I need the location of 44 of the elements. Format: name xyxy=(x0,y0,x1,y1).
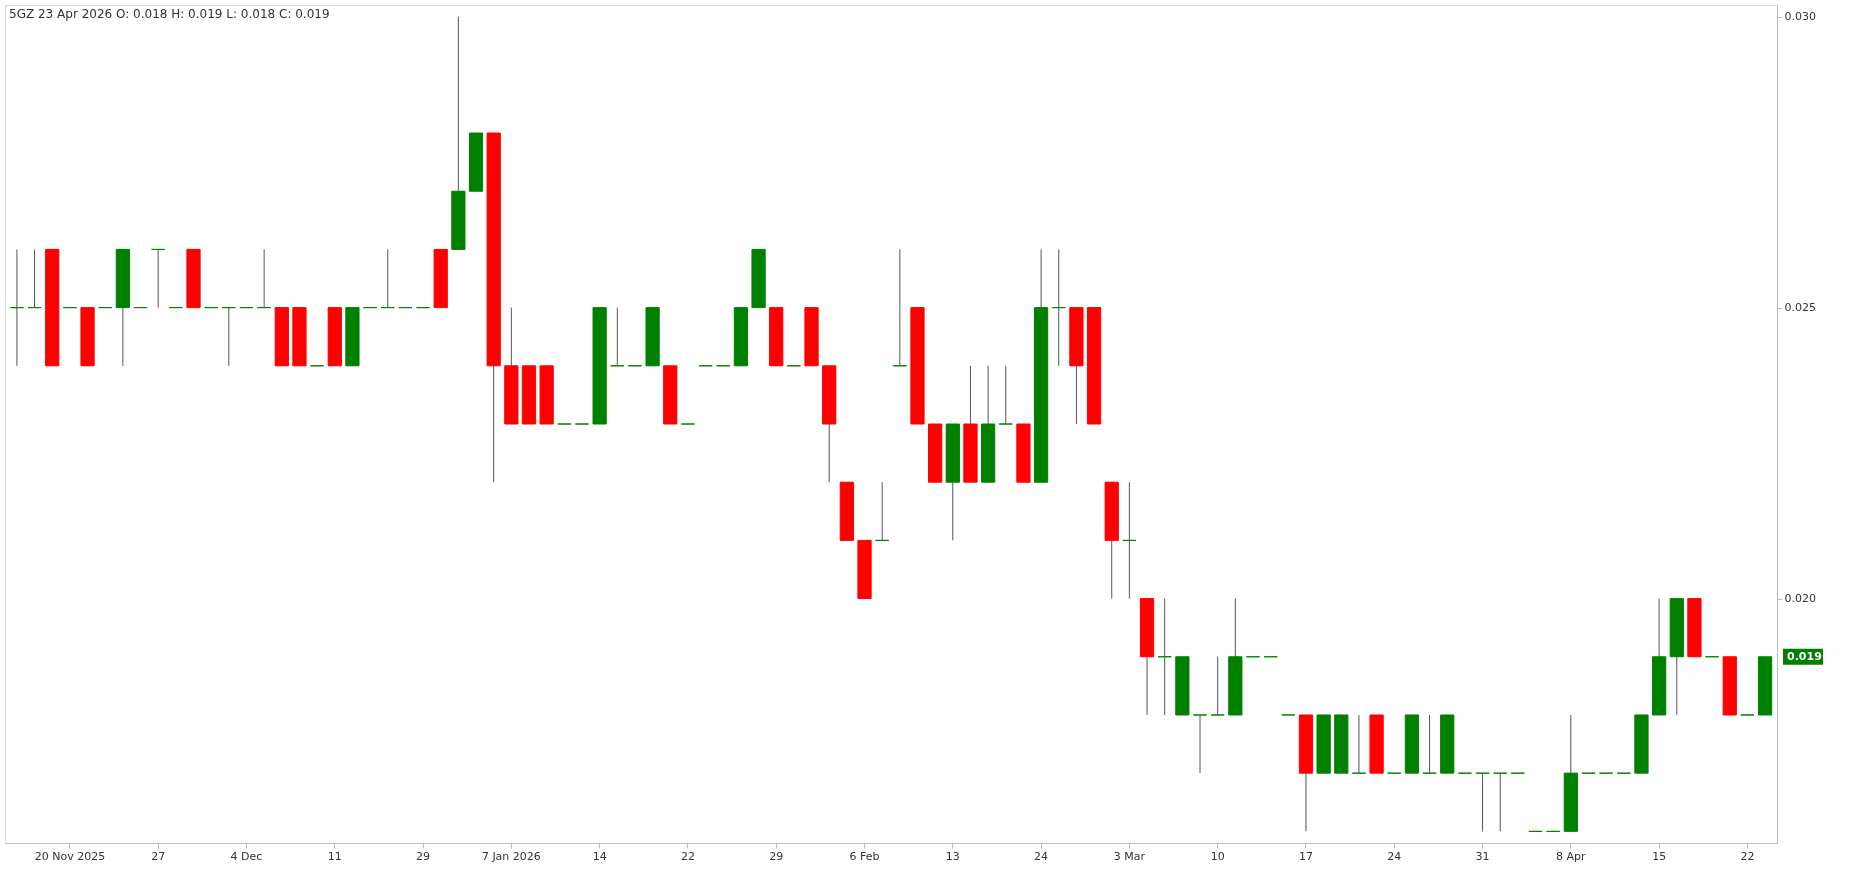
candlestick xyxy=(998,365,1013,425)
x-tick-label: 8 Apr xyxy=(1556,849,1587,863)
text: 0.019 xyxy=(1787,649,1822,663)
x-tick-label: 31 xyxy=(1475,849,1490,863)
candlestick xyxy=(257,248,272,309)
candlestick xyxy=(1157,598,1172,716)
x-tick-label: 11 xyxy=(327,849,342,863)
candlestick xyxy=(1475,772,1490,832)
candlestick xyxy=(1192,714,1208,774)
chart-title: 5GZ 23 Apr 2026 O: 0.018 H: 0.019 L: 0.018 C: 0.019 xyxy=(9,7,330,21)
candlestick xyxy=(875,481,890,541)
candlestick xyxy=(221,307,236,367)
x-tick-label: 14 xyxy=(592,849,607,863)
x-tick-label: 15 xyxy=(1652,849,1667,863)
y-tick-label: 0.030 xyxy=(1784,10,1816,24)
y-tick-label: 0.025 xyxy=(1784,301,1816,315)
x-tick-label: 22 xyxy=(1740,849,1755,863)
candlestick xyxy=(380,248,395,309)
x-tick-label: 4 Dec xyxy=(230,849,263,863)
candlestick xyxy=(1122,481,1137,600)
candlestick xyxy=(27,248,42,309)
candlestick xyxy=(610,307,625,367)
candlestick xyxy=(9,248,25,367)
x-tick-label: 29 xyxy=(416,849,431,863)
x-tick-label: 24 xyxy=(1034,849,1049,863)
candlestick xyxy=(1351,714,1367,774)
x-tick-label: 6 Feb xyxy=(849,849,880,863)
y-tick-label: 0.020 xyxy=(1784,592,1816,606)
x-tick-label: 17 xyxy=(1298,849,1313,863)
x-tick-label: 22 xyxy=(680,849,695,863)
x-tick-label: 7 Jan 2026 xyxy=(481,849,541,863)
x-tick-label: 13 xyxy=(945,849,960,863)
candlestick xyxy=(151,248,166,309)
candlestick xyxy=(1210,656,1225,716)
x-tick-label: 3 Mar xyxy=(1113,849,1146,863)
candlestick xyxy=(1051,248,1066,367)
x-tick-label: 20 Nov 2025 xyxy=(34,849,106,863)
candlestick xyxy=(1422,714,1437,774)
x-tick-label: 29 xyxy=(769,849,784,863)
candlestick xyxy=(1493,772,1508,832)
x-tick-label: 24 xyxy=(1387,849,1402,863)
candlestick xyxy=(892,248,907,367)
x-tick-label: 27 xyxy=(151,849,166,863)
x-tick-label: 10 xyxy=(1210,849,1225,863)
